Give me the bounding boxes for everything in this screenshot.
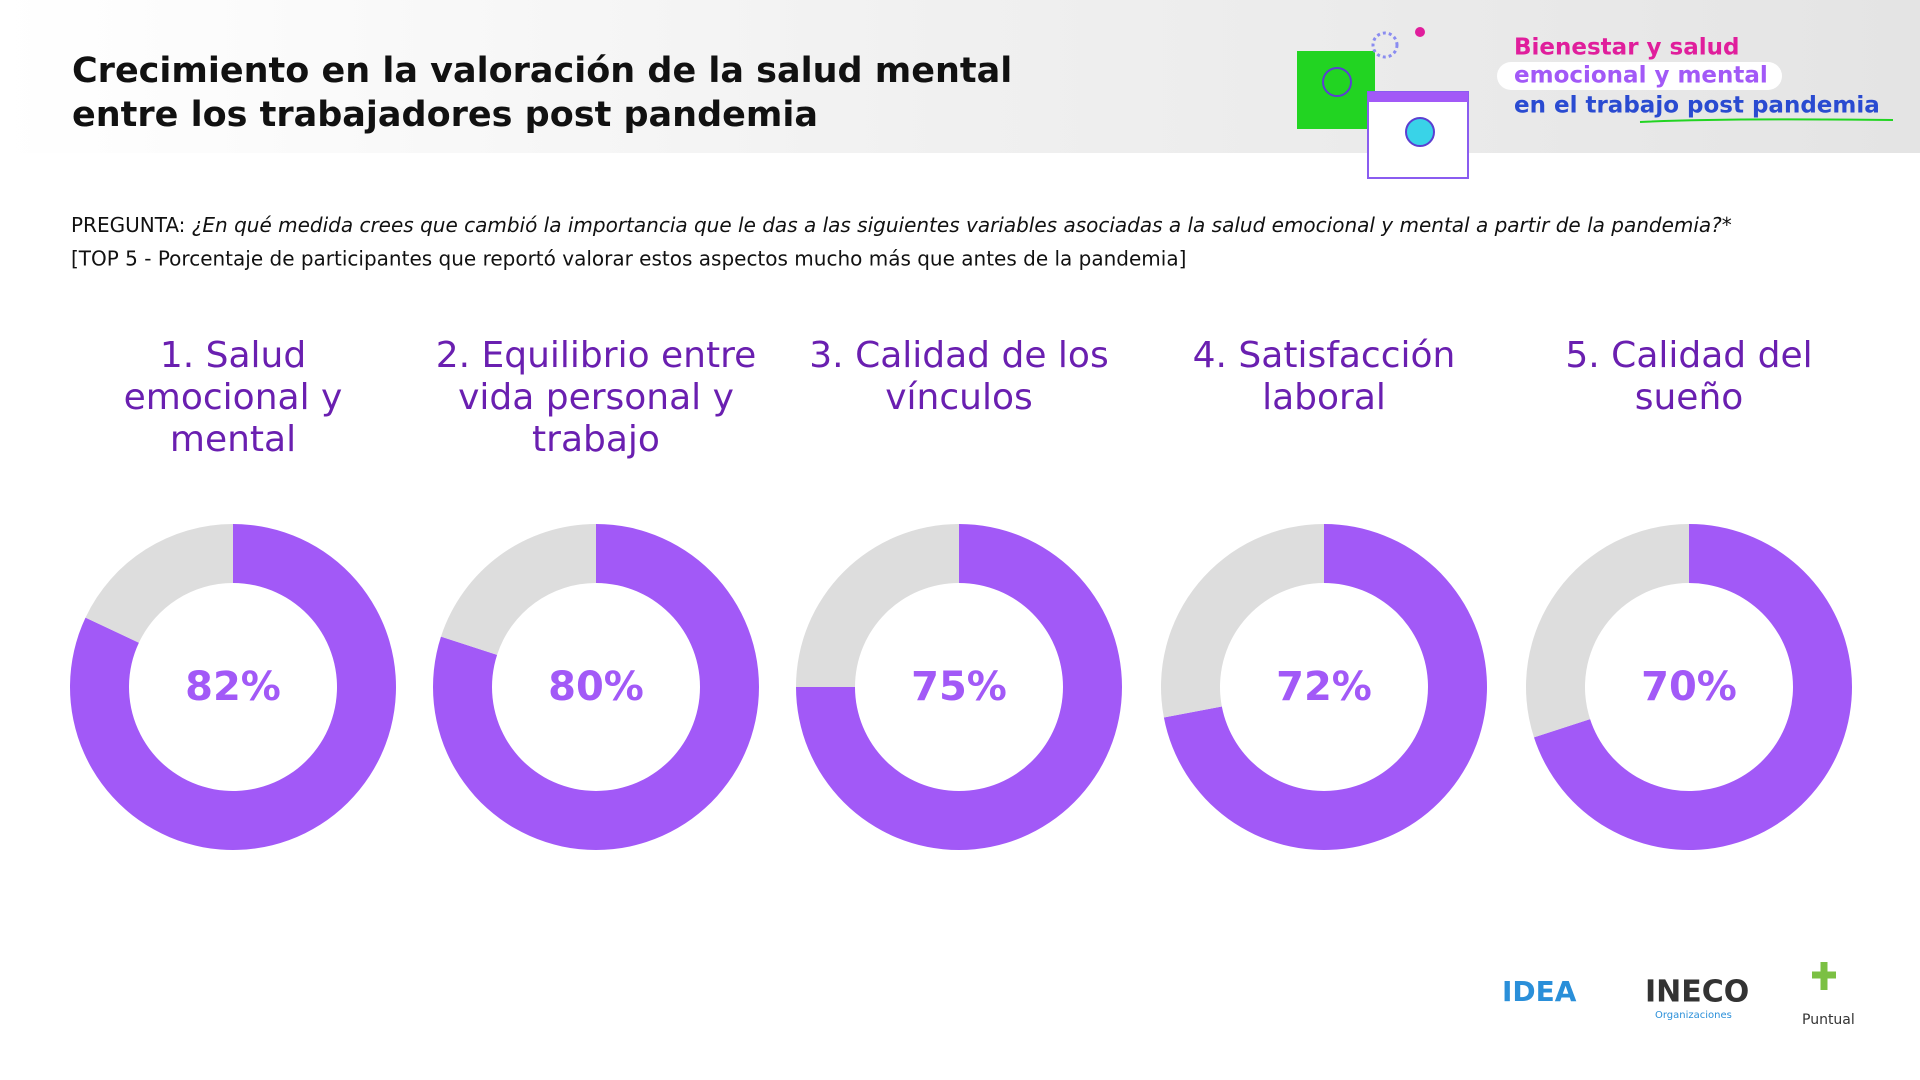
title: Crecimiento en la valoración de la salud… — [72, 51, 1012, 91]
donut-title: vida personal y — [458, 377, 734, 418]
brand: en el trabajo post pandemia — [1514, 93, 1880, 119]
illustration-head — [1322, 67, 1352, 97]
title: entre los trabajadores post pandemia — [72, 95, 818, 135]
brand-underline — [1639, 118, 1894, 123]
brand: Bienestar y salud — [1514, 35, 1739, 61]
donut-title: 5. Calidad del — [1565, 335, 1812, 376]
brand: emocional y mental — [1514, 63, 1768, 89]
logo: Puntual — [1802, 1012, 1855, 1028]
donut-value-label: 70% — [1641, 664, 1737, 710]
logo-sub: Organizaciones — [1655, 1010, 1732, 1021]
donut-segment — [1163, 524, 1488, 850]
donut-segment — [85, 524, 234, 643]
donut-title: 4. Satisfacción — [1193, 335, 1456, 376]
question-label: PREGUNTA: — [71, 213, 185, 237]
donut-segment — [432, 524, 760, 851]
donut-title: mental — [170, 419, 296, 460]
illustration-box — [1297, 51, 1375, 129]
donut-segment — [796, 524, 959, 687]
donut-title: 2. Equilibrio entre — [436, 335, 757, 376]
donut-segment — [796, 524, 1122, 850]
donut-title: trabajo — [532, 419, 660, 460]
donut-segment — [1533, 524, 1852, 850]
brand-pill — [1497, 62, 1782, 90]
donut-value-label: 72% — [1276, 664, 1372, 710]
illustration-bar — [1368, 92, 1468, 102]
donut-value-label: 75% — [911, 664, 1007, 710]
illustration-head — [1405, 117, 1435, 147]
donut-segment — [440, 524, 596, 655]
donut-title: 1. Salud — [160, 335, 306, 376]
illustration-virus — [1371, 31, 1399, 59]
donut-title: laboral — [1262, 377, 1386, 418]
donut-title: emocional y — [124, 377, 343, 418]
donut-title: 3. Calidad de los — [809, 335, 1108, 376]
donut-segment — [70, 524, 397, 850]
donut-title: sueño — [1635, 377, 1744, 418]
donut-segment — [1161, 524, 1324, 718]
donut-value-label: 82% — [185, 664, 281, 710]
logo: IDEA — [1502, 975, 1577, 1008]
illustration-sun — [1415, 27, 1425, 37]
question-note: [TOP 5 - Porcentaje de participantes que… — [71, 247, 1186, 271]
question-text: ¿En qué medida crees que cambió la impor… — [192, 213, 1732, 237]
logo: INECO — [1645, 975, 1749, 1010]
donut-title: vínculos — [885, 377, 1033, 418]
logo-mark — [1812, 962, 1836, 990]
question: PREGUNTA: ¿En qué medida crees que cambi… — [71, 213, 1732, 237]
donut-segment — [1526, 524, 1689, 738]
illustration — [1297, 27, 1469, 179]
donut-value-label: 80% — [548, 664, 644, 710]
